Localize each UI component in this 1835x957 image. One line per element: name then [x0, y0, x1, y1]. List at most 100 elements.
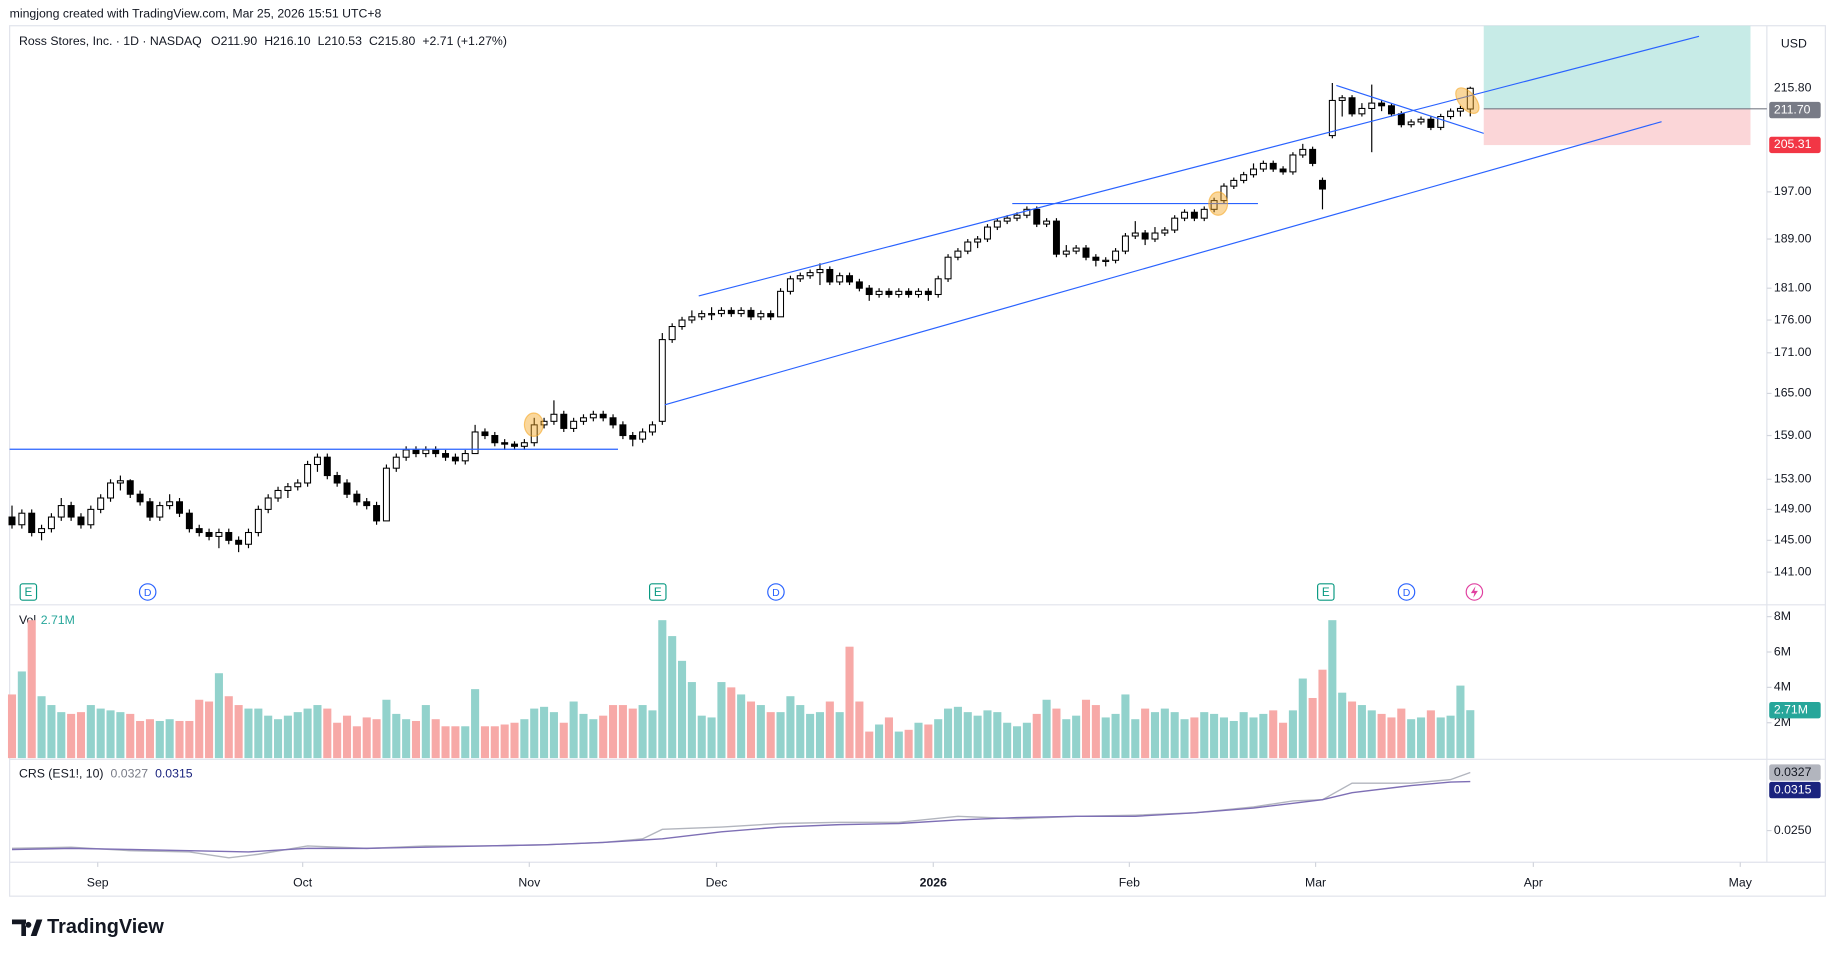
candle-body [1309, 148, 1317, 164]
candle-body [599, 413, 607, 419]
volume-bar [520, 719, 529, 759]
candle-body [373, 505, 381, 522]
candle-body [294, 482, 302, 488]
crs-last-label: 0.0315 [1774, 782, 1812, 796]
candle-body [363, 501, 371, 507]
candle-body [215, 531, 223, 537]
candle-body [737, 309, 745, 315]
y-tick-label: 189.00 [1774, 231, 1812, 245]
candle-body [993, 220, 1001, 228]
candle-body [915, 290, 922, 296]
x-tick-label: Apr [1524, 876, 1543, 890]
volume-bar [76, 712, 86, 759]
crs-legend: CRS (ES1!, 10) 0.0327 0.0315 [19, 767, 193, 781]
volume-bar [264, 715, 273, 759]
earnings-icon [19, 583, 38, 601]
volume-bar [746, 701, 756, 759]
close: C215.80 [369, 34, 416, 48]
volume-bar [37, 696, 46, 759]
candle-body [698, 313, 706, 318]
volume-bar [1121, 694, 1130, 759]
open: O211.90 [211, 34, 257, 48]
volume-bar [96, 708, 105, 759]
volume-bar [1338, 692, 1347, 759]
dividend-label: D [772, 587, 780, 599]
volume-bar [1288, 710, 1297, 759]
candle-body [1062, 250, 1070, 255]
volume-bar [835, 712, 844, 759]
volume-bar [1416, 717, 1426, 759]
candle-body [629, 435, 637, 440]
volume-tick-label: 4M [1774, 680, 1791, 694]
volume-bar [155, 720, 164, 759]
volume-bar [293, 712, 302, 759]
candle-body [560, 413, 568, 429]
volume-bar [1141, 708, 1150, 759]
x-tick-label: Feb [1119, 876, 1140, 890]
earnings-label: E [1322, 586, 1330, 599]
volume-bar [1259, 713, 1268, 759]
candle-body [382, 467, 390, 522]
candle-body [855, 281, 863, 289]
y-tick-label: 176.00 [1774, 312, 1812, 326]
volume-bar [963, 712, 972, 759]
volume-bar [677, 660, 687, 759]
volume-bar [1062, 719, 1071, 759]
volume-bar [382, 699, 391, 759]
volume-bar [1200, 712, 1209, 759]
candle-body [905, 290, 913, 296]
volume-bar [618, 705, 627, 759]
candle-body [924, 290, 932, 296]
volume-bar [1367, 710, 1376, 759]
header: mingjong created with TradingView.com, M… [10, 6, 382, 20]
candle-body [1033, 208, 1041, 225]
candle-body [1279, 168, 1287, 173]
candle-body [1240, 174, 1248, 181]
candle-body [1387, 105, 1395, 115]
dividend-icon [138, 583, 157, 601]
candle-body [806, 272, 814, 277]
candle-body [1013, 214, 1021, 219]
candle-body [1250, 168, 1257, 176]
candle-body [67, 505, 75, 518]
dividend-icon [1397, 583, 1416, 601]
volume-bar [569, 701, 578, 759]
volume-bar [323, 708, 332, 759]
candle-body [875, 290, 883, 296]
candle-body [1397, 113, 1405, 126]
candle-body [47, 516, 55, 530]
news-glyph [1470, 586, 1478, 598]
volume-bar [1348, 701, 1357, 759]
candle-body [1102, 259, 1110, 262]
candle-body [126, 480, 134, 495]
volume-bar [185, 720, 194, 759]
candle-body [38, 528, 46, 534]
volume-bar [352, 726, 361, 759]
candle-body [974, 238, 982, 243]
crs-tick-label: 0.0250 [1774, 823, 1812, 837]
volume-bar [589, 719, 598, 759]
dividend-icon [767, 583, 785, 601]
crs-last: 0.0327 [111, 767, 149, 781]
y-tick-label: 171.00 [1774, 345, 1812, 359]
x-tick-label: May [1729, 876, 1753, 890]
candle-body [658, 339, 666, 422]
volume-bar [27, 620, 36, 759]
volume-last: 2.71M [41, 613, 75, 627]
candle-body [1368, 102, 1376, 109]
candle-body [343, 482, 351, 495]
candle-body [1466, 87, 1474, 110]
volume-bar [1397, 708, 1406, 759]
volume-bar [756, 705, 765, 759]
volume-bar [1081, 699, 1091, 759]
volume-bar [993, 712, 1002, 759]
candle-body [323, 456, 331, 477]
x-tick-label: 2026 [920, 876, 947, 890]
candle-body [1200, 208, 1208, 219]
target-zone [1483, 25, 1751, 109]
dividend-label: D [144, 587, 152, 599]
candle-body [1299, 148, 1307, 156]
crs-last-box [1769, 764, 1821, 781]
volume-tick-label: 2M [1774, 715, 1791, 729]
